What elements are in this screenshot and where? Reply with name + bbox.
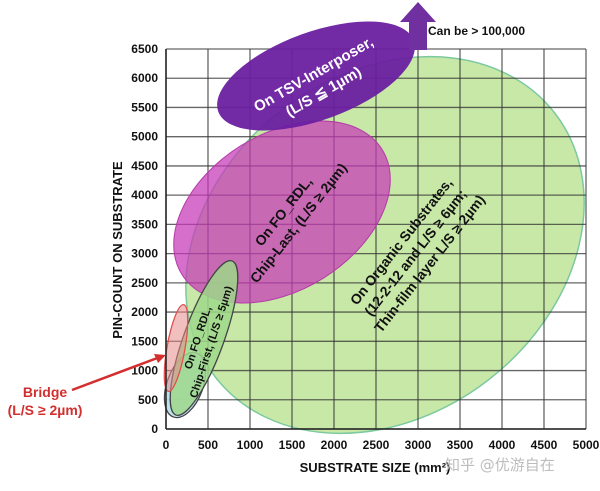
y-tick-label: 1000 xyxy=(131,364,158,378)
region-tsv-interposer xyxy=(217,21,415,131)
x-tick-labels: 0 500 1000 1500 2000 2500 3000 3500 4000 4500 5000 xyxy=(163,438,600,452)
y-axis-title: PIN-COUNT ON SUBSTRATE xyxy=(110,161,125,339)
x-tick-label: 3000 xyxy=(405,438,432,452)
y-tick-label: 4500 xyxy=(131,159,158,173)
bridge-label: Bridge xyxy=(23,384,68,400)
y-tick-label: 6500 xyxy=(131,42,158,56)
region-bridge xyxy=(163,303,189,393)
y-tick-label: 500 xyxy=(138,393,158,407)
y-tick-label: 2000 xyxy=(131,305,158,319)
y-tick-label: 3500 xyxy=(131,217,158,231)
y-tick-label: 2500 xyxy=(131,276,158,290)
x-tick-label: 1500 xyxy=(279,438,306,452)
y-tick-label: 5000 xyxy=(131,130,158,144)
y-tick-label: 4000 xyxy=(131,188,158,202)
x-tick-label: 1000 xyxy=(237,438,264,452)
x-axis-title: SUBSTRATE SIZE (mm²) xyxy=(300,460,451,475)
arrow-right-icon xyxy=(154,354,166,363)
bridge-spec-label: (L/S ≥ 2µm) xyxy=(8,402,83,418)
x-tick-label: 500 xyxy=(198,438,218,452)
x-tick-label: 5000 xyxy=(573,438,600,452)
bridge-arrow-line xyxy=(71,355,161,392)
y-tick-label: 0 xyxy=(151,422,158,436)
y-tick-label: 6000 xyxy=(131,71,158,85)
y-tick-labels: 0 500 1000 1500 2000 2500 3000 3500 4000 4500 5000… xyxy=(131,42,158,436)
watermark: 知乎 @优游自在 xyxy=(445,456,555,474)
y-tick-label: 1500 xyxy=(131,334,158,348)
y-tick-label: 3000 xyxy=(131,247,158,261)
x-tick-label: 4000 xyxy=(489,438,516,452)
x-tick-label: 2500 xyxy=(363,438,390,452)
x-tick-label: 0 xyxy=(163,438,170,452)
x-tick-label: 2000 xyxy=(321,438,348,452)
annotation-can-be: Can be > 100,000 xyxy=(428,24,525,38)
x-tick-label: 4500 xyxy=(531,438,558,452)
y-tick-label: 5500 xyxy=(131,100,158,114)
arrow-up-icon xyxy=(400,2,436,50)
region-fordl-chip-last xyxy=(173,120,391,304)
x-tick-label: 3500 xyxy=(447,438,474,452)
